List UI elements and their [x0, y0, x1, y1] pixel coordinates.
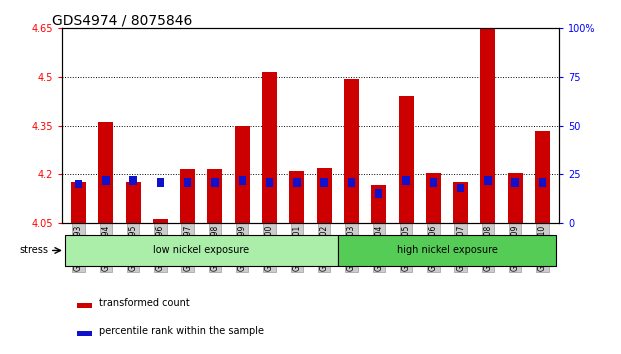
Bar: [211, 178, 219, 187]
Bar: [430, 178, 437, 187]
Bar: [344, 79, 359, 223]
Bar: [338, 235, 556, 266]
Bar: [65, 235, 338, 266]
Bar: [235, 126, 250, 223]
Bar: [375, 189, 383, 198]
Bar: [153, 219, 168, 223]
Text: high nickel exposure: high nickel exposure: [397, 245, 497, 256]
Bar: [71, 182, 86, 223]
Bar: [481, 27, 496, 223]
Text: low nickel exposure: low nickel exposure: [153, 245, 250, 256]
Bar: [98, 122, 113, 223]
Bar: [180, 170, 195, 223]
Bar: [77, 303, 92, 308]
Text: transformed count: transformed count: [99, 298, 190, 308]
Bar: [262, 72, 277, 223]
Bar: [539, 178, 546, 187]
Bar: [317, 168, 332, 223]
Bar: [535, 131, 550, 223]
Text: GDS4974 / 8075846: GDS4974 / 8075846: [52, 13, 193, 27]
Bar: [125, 182, 140, 223]
Bar: [399, 97, 414, 223]
Bar: [266, 178, 273, 187]
Bar: [156, 178, 164, 187]
Bar: [75, 180, 82, 188]
Bar: [426, 173, 441, 223]
Bar: [289, 171, 304, 223]
Bar: [484, 176, 492, 184]
Bar: [238, 176, 246, 184]
Bar: [184, 178, 191, 187]
Bar: [508, 173, 523, 223]
Bar: [402, 176, 410, 184]
Bar: [348, 178, 355, 187]
Bar: [207, 170, 222, 223]
Bar: [457, 184, 465, 192]
Bar: [453, 182, 468, 223]
Bar: [102, 176, 109, 184]
Bar: [371, 185, 386, 223]
Bar: [77, 331, 92, 336]
Text: percentile rank within the sample: percentile rank within the sample: [99, 326, 265, 336]
Text: stress: stress: [19, 245, 48, 256]
Bar: [320, 178, 328, 187]
Bar: [129, 176, 137, 184]
Bar: [512, 178, 519, 187]
Bar: [293, 178, 301, 187]
